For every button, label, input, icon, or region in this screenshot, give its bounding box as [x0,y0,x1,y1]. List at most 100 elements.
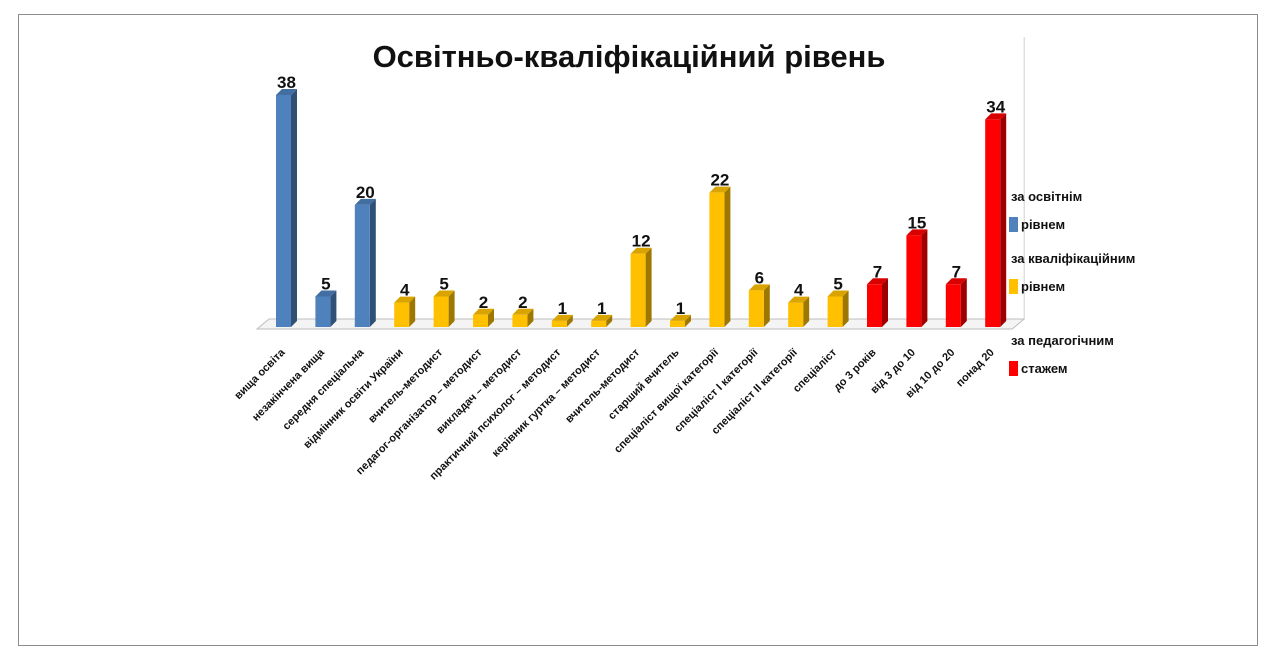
value-label: 1 [558,299,567,318]
bar-top [748,284,770,291]
legend-item: за педагогічним стажем [1009,333,1114,376]
bar-side [330,290,337,327]
bar-side [921,229,928,327]
value-label: 1 [597,299,606,318]
category-label: вчитель-методист [366,346,445,425]
bar-front [906,235,922,327]
bar-top [551,314,573,321]
bar [551,314,573,327]
value-label: 7 [873,262,882,281]
bar-side [488,308,494,327]
value-label: 2 [479,293,488,312]
value-label: 20 [356,183,375,202]
bar-side [685,314,691,327]
bar [276,89,297,327]
bar [630,247,652,327]
chart-title: Освітньо-кваліфікаційний рівень [373,39,886,74]
bar-front [354,204,370,327]
bar-side [645,247,652,327]
bar-side [448,290,455,327]
bar-side [527,308,534,327]
bar [591,314,613,327]
bar [709,186,731,327]
bar-top [985,113,1007,120]
value-label: 22 [710,171,729,190]
bar-top [709,186,731,193]
value-label: 34 [986,97,1005,116]
category-label: старший вчитель [606,346,682,422]
bar-side [409,296,416,327]
value-label: 4 [794,281,804,300]
bar-front [867,284,882,327]
bar-front [433,296,449,327]
bar-top [788,296,810,303]
bar-side [882,278,888,327]
bar-side [606,314,613,327]
legend-label: за освітнім [1011,189,1082,204]
legend-item: за освітнім рівнем [1009,189,1082,232]
bar-front [630,253,646,327]
bar-side [369,198,376,327]
value-label: 5 [833,274,842,293]
bar-front [591,320,607,327]
bar [433,290,455,327]
bar-front [945,284,961,327]
bar [827,290,849,327]
value-label: 4 [400,281,410,300]
chart-frame: Освітньо-кваліфікаційний рівень 38 5 20 4 5 2… [18,14,1258,646]
bar-front [394,302,410,327]
value-label: 38 [277,73,296,92]
bar [748,284,770,327]
bar-side [803,296,810,327]
bar-top [512,308,534,315]
bar-side [291,89,297,327]
bar-top [433,290,455,297]
legend-label: за педагогічним [1011,333,1114,348]
bar [354,198,376,327]
legend-label-cont: рівнем [1021,217,1065,232]
bar [985,113,1007,327]
bar [512,308,534,327]
value-label: 5 [439,274,448,293]
bar-side [1000,113,1007,327]
bar-side [566,314,573,327]
bar-top [945,278,967,285]
value-label: 7 [952,262,961,281]
bar-front [748,290,764,327]
bar-top [670,314,691,321]
bar-top [354,198,376,205]
bar-side [842,290,849,327]
bar-front [788,302,804,327]
bar [473,308,494,327]
bar-front [985,119,1001,327]
legend-label-cont: стажем [1021,361,1068,376]
bar-front [551,320,567,327]
value-label: 5 [321,274,330,293]
category-label: понад 20 [954,347,997,390]
value-label: 6 [755,268,764,287]
bar-front [670,320,685,327]
bar [945,278,967,327]
bar-top [867,278,888,285]
bar-chart: Освітньо-кваліфікаційний рівень 38 5 20 4 5 2… [232,37,1135,482]
value-label: 1 [676,299,685,318]
legend-swatch [1009,361,1018,376]
bar-front [473,314,488,327]
category-label: незакінчена вища [250,346,328,424]
bar-front [512,314,528,327]
legend-label: за кваліфікаційним [1011,251,1135,266]
bar-side [724,186,731,327]
bar [906,229,928,327]
category-label: вчитель-методист [563,346,642,425]
legend-label-cont: рівнем [1021,279,1065,294]
bar-top [591,314,613,321]
bar-top [630,247,652,254]
legend: за освітнім рівнем за кваліфікаційним рівне… [1009,189,1135,376]
bar-front [276,95,291,327]
value-label: 12 [632,232,651,251]
bar-top [473,308,494,315]
value-label: 2 [518,293,527,312]
bar-side [763,284,770,327]
